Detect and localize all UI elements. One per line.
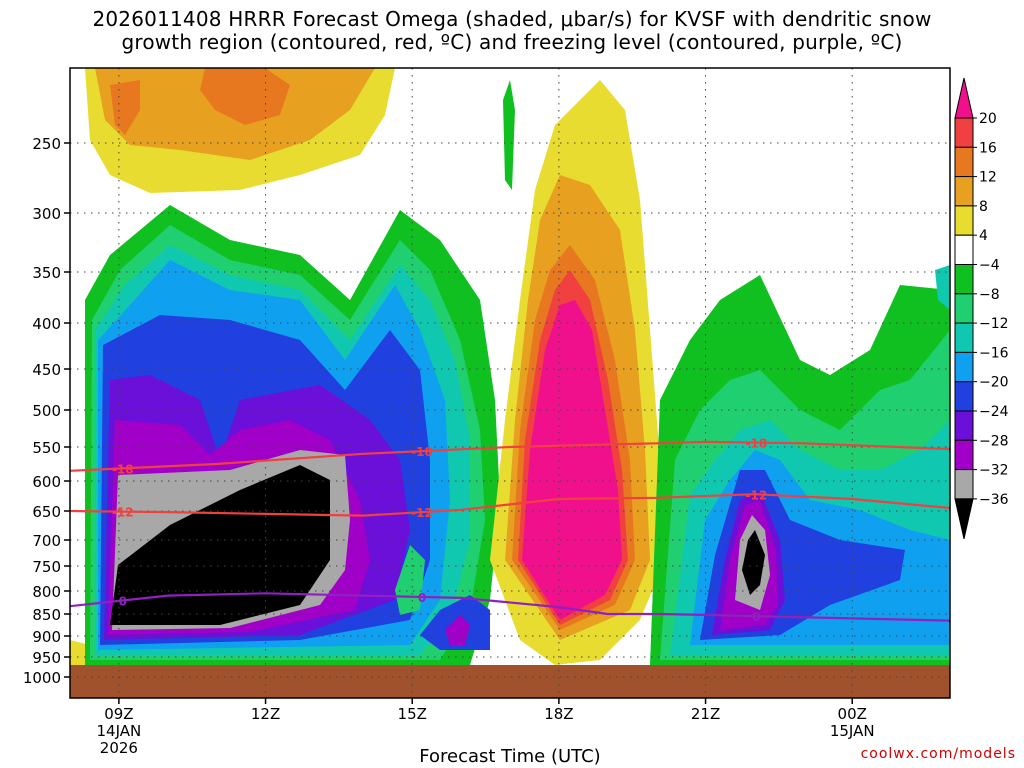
chart-title: 2026011408 HRRR Forecast Omega (shaded, … xyxy=(0,8,1024,54)
colorbar-band-5 xyxy=(954,234,974,265)
x-tick-label-00Z: 00Z xyxy=(838,705,867,723)
x-tick-label-15Z: 15Z xyxy=(398,705,427,723)
y-tick-label-650: 650 xyxy=(32,503,61,521)
y-tick-label-300: 300 xyxy=(32,205,61,223)
colorbar-arrow-top xyxy=(954,77,974,119)
y-axis: 250 300 350 400 450 500 550 600 650 700 750 800 850 9… xyxy=(23,135,70,687)
y-tick-label-850: 850 xyxy=(32,606,61,624)
colorbar-label-1: 16 xyxy=(979,140,997,156)
colorbar-band-9 xyxy=(954,351,974,383)
colorbar-label-3: 8 xyxy=(979,199,988,215)
omega-band-upper-deep-b xyxy=(200,68,290,125)
y-tick-label-900: 900 xyxy=(32,628,61,646)
colorbar-label-5: −4 xyxy=(979,258,1000,274)
colorbar-label-10: −24 xyxy=(979,404,1009,420)
y-tick-label-550: 550 xyxy=(32,439,61,457)
colorbar-band-11 xyxy=(954,410,974,441)
colorbar-label-6: −8 xyxy=(979,287,1000,303)
colorbar-label-11: −28 xyxy=(979,433,1009,449)
colorbar-label-8: −16 xyxy=(979,345,1009,361)
plot-frame xyxy=(69,67,951,699)
omega-band-black-east xyxy=(742,530,765,595)
omega-field xyxy=(70,68,950,698)
colorbar-label-13: −36 xyxy=(979,492,1009,508)
colorbar-band-10 xyxy=(954,381,974,412)
contour-label-0-2: -18 xyxy=(746,437,768,451)
contour-label-0-1: -18 xyxy=(411,445,433,459)
colorbar-band-13 xyxy=(954,469,974,500)
omega-band-upper-green xyxy=(503,80,515,190)
title-line-1: 2026011408 HRRR Forecast Omega (shaded, … xyxy=(92,7,932,31)
colorbar-label-2: 12 xyxy=(979,170,997,186)
contour-label-2-0: 0 xyxy=(119,594,127,608)
x-tick-label-12Z: 12Z xyxy=(251,705,280,723)
contour-label-1-0: -12 xyxy=(112,506,134,520)
x-tick-label-18Z: 18Z xyxy=(544,705,573,723)
title-line-2: growth region (contoured, red, ºC) and f… xyxy=(121,30,903,54)
x-axis-label: Forecast Time (UTC) xyxy=(419,746,601,767)
y-tick-label-450: 450 xyxy=(32,361,61,379)
omega-band-upper-deep-a xyxy=(110,80,140,135)
credit-link[interactable]: coolwx.com/models xyxy=(860,746,1016,762)
contour-label-1-2: -12 xyxy=(746,488,768,502)
x-tick-label-21Z: 21Z xyxy=(691,705,720,723)
omega-pocket-purple xyxy=(445,615,470,645)
contour-label-2-1: 0 xyxy=(418,591,426,605)
y-tick-label-700: 700 xyxy=(32,532,61,550)
y-tick-label-400: 400 xyxy=(32,315,61,333)
colorbar-band-3 xyxy=(954,176,974,207)
colorbar-label-7: −12 xyxy=(979,316,1009,332)
colorbar-band-4 xyxy=(954,205,974,236)
contour-line-1 xyxy=(70,493,950,517)
colorbar: 20 16 12 8 4 −4 −8 −12 −16 −20 −24 −28 −32 −36 xyxy=(954,77,1009,540)
contour-label-2-2: 0 xyxy=(752,610,760,624)
colorbar-band-1 xyxy=(954,117,974,148)
y-tick-label-800: 800 xyxy=(32,583,61,601)
contour-line-0 xyxy=(70,440,950,472)
x-tick-date-09Z: 14JAN xyxy=(97,722,142,740)
omega-band-black-west xyxy=(110,465,330,625)
colorbar-band-12 xyxy=(954,439,974,471)
y-tick-label-750: 750 xyxy=(32,558,61,576)
colorbar-band-6 xyxy=(954,264,974,295)
x-tick-date-00Z: 15JAN xyxy=(830,722,875,740)
x-tick-year-09Z: 2026 xyxy=(100,739,138,757)
colorbar-arrow-bottom xyxy=(954,498,974,540)
colorbar-label-12: −32 xyxy=(979,463,1009,479)
colorbar-label-9: −20 xyxy=(979,375,1009,391)
y-tick-label-950: 950 xyxy=(32,649,61,667)
y-tick-label-600: 600 xyxy=(32,473,61,491)
ground-fill xyxy=(70,665,950,698)
omega-band-cyan-edge xyxy=(935,265,950,310)
colorbar-label-0: 20 xyxy=(979,111,997,127)
y-tick-label-1000: 1000 xyxy=(23,669,61,687)
contour-line-2 xyxy=(70,592,950,622)
colorbar-label-4: 4 xyxy=(979,228,988,244)
contour-label-1-1: -12 xyxy=(411,506,433,520)
colorbar-band-7 xyxy=(954,293,974,324)
contour-label-0-0: -18 xyxy=(112,462,134,476)
x-tick-label-09Z: 09Z xyxy=(104,705,133,723)
y-tick-label-250: 250 xyxy=(32,135,61,153)
y-tick-label-500: 500 xyxy=(32,402,61,420)
contour-lines: -18 -18 -18 -12 -12 -12 0 0 0 xyxy=(70,437,950,624)
colorbar-band-2 xyxy=(954,146,974,178)
y-tick-label-350: 350 xyxy=(32,264,61,282)
colorbar-band-8 xyxy=(954,322,974,353)
